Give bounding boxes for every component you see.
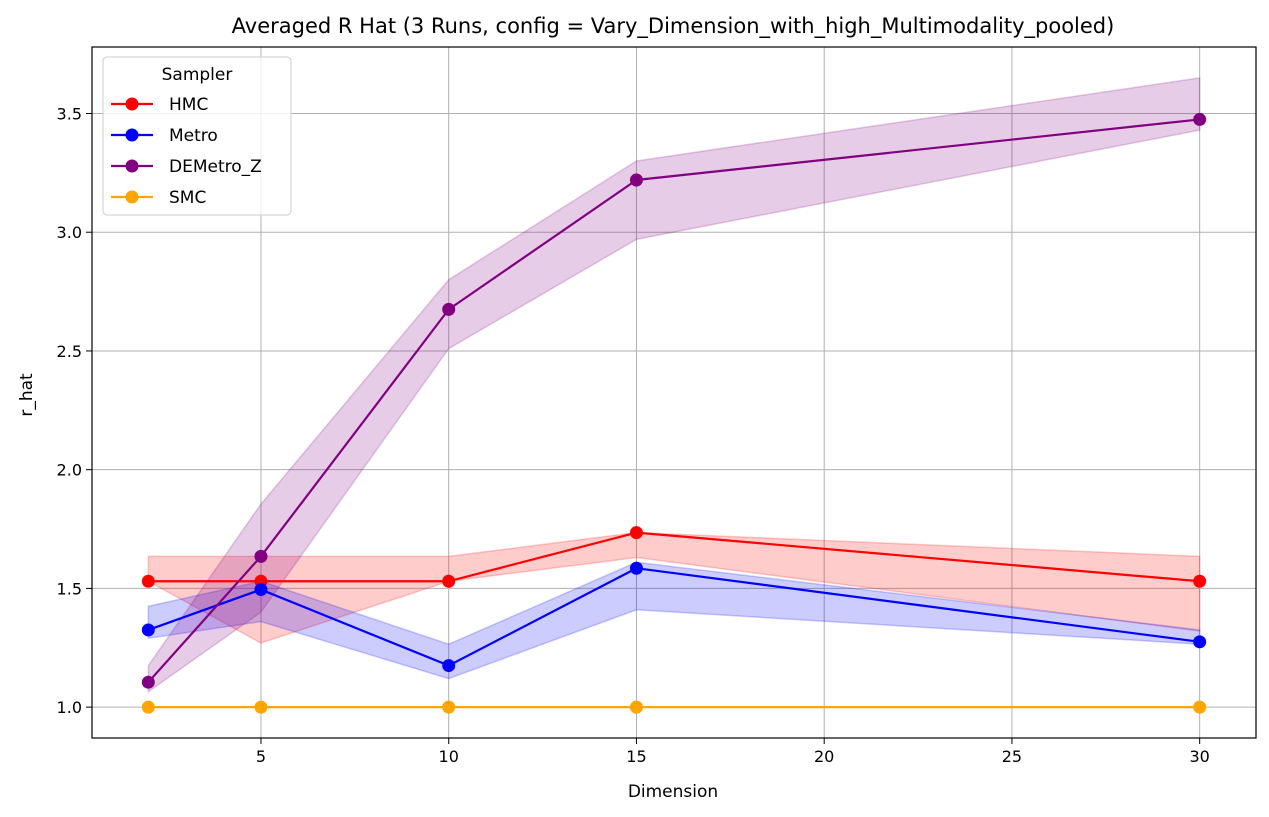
demetro-z-point (629, 173, 643, 187)
smc-legend-marker (125, 190, 139, 204)
legend-entries: HMC Metro DEMetro_Z SMC (111, 95, 262, 208)
x-tick-label: 15 (626, 747, 646, 766)
y-tick-label: 2.0 (57, 461, 82, 480)
hmc-band (147, 531, 1201, 644)
metro-legend-marker (125, 128, 139, 142)
x-axis-label: Dimension (628, 782, 718, 802)
metro-point (442, 659, 456, 673)
demetro-z-band (147, 77, 1201, 694)
x-tick-label: 10 (439, 747, 459, 766)
hmc-legend-label: HMC (169, 95, 208, 115)
demetro-z-legend-label: DEMetro_Z (169, 157, 262, 177)
legend-box (102, 56, 292, 216)
legend: Sampler HMC Metro DEMetro_Z SMC (102, 56, 292, 216)
hmc-legend-marker (125, 97, 139, 111)
hmc-point (442, 574, 456, 588)
plot-area-frame (91, 46, 1257, 739)
metro-point (141, 623, 155, 637)
metro-point (629, 561, 643, 575)
y-axis-ticks: 1.0 1.5 2.0 2.5 3.0 3.5 (57, 104, 92, 717)
x-axis-ticks: 5 10 15 20 25 30 (256, 738, 1210, 766)
demetro-z-point (442, 302, 456, 316)
demetro-z-point (254, 549, 268, 563)
metro-legend-label: Metro (169, 126, 218, 146)
y-axis-label: r_hat (17, 373, 37, 417)
y-tick-label: 3.5 (57, 104, 82, 123)
demetro-z-point (141, 675, 155, 689)
y-tick-label: 2.5 (57, 342, 82, 361)
smc-point (442, 700, 456, 714)
smc-point (629, 700, 643, 714)
x-tick-label: 5 (256, 747, 266, 766)
chart-title: Averaged R Hat (3 Runs, config = Vary_Di… (232, 14, 1115, 39)
hmc-point (629, 526, 643, 540)
demetro-z-point (1193, 112, 1207, 126)
x-tick-label: 30 (1189, 747, 1209, 766)
smc-point (141, 700, 155, 714)
hmc-point (141, 574, 155, 588)
metro-point (254, 583, 268, 597)
x-tick-label: 25 (1002, 747, 1022, 766)
y-tick-label: 1.0 (57, 698, 82, 717)
smc-legend-label: SMC (169, 188, 206, 208)
smc-point (1193, 700, 1207, 714)
legend-title: Sampler (162, 65, 233, 85)
hmc-point (1193, 574, 1207, 588)
series-points (141, 112, 1207, 714)
x-tick-label: 20 (814, 747, 834, 766)
demetro-z-legend-marker (125, 159, 139, 173)
y-tick-label: 3.0 (57, 223, 82, 242)
y-tick-label: 1.5 (57, 579, 82, 598)
metro-point (1193, 635, 1207, 649)
smc-point (254, 700, 268, 714)
